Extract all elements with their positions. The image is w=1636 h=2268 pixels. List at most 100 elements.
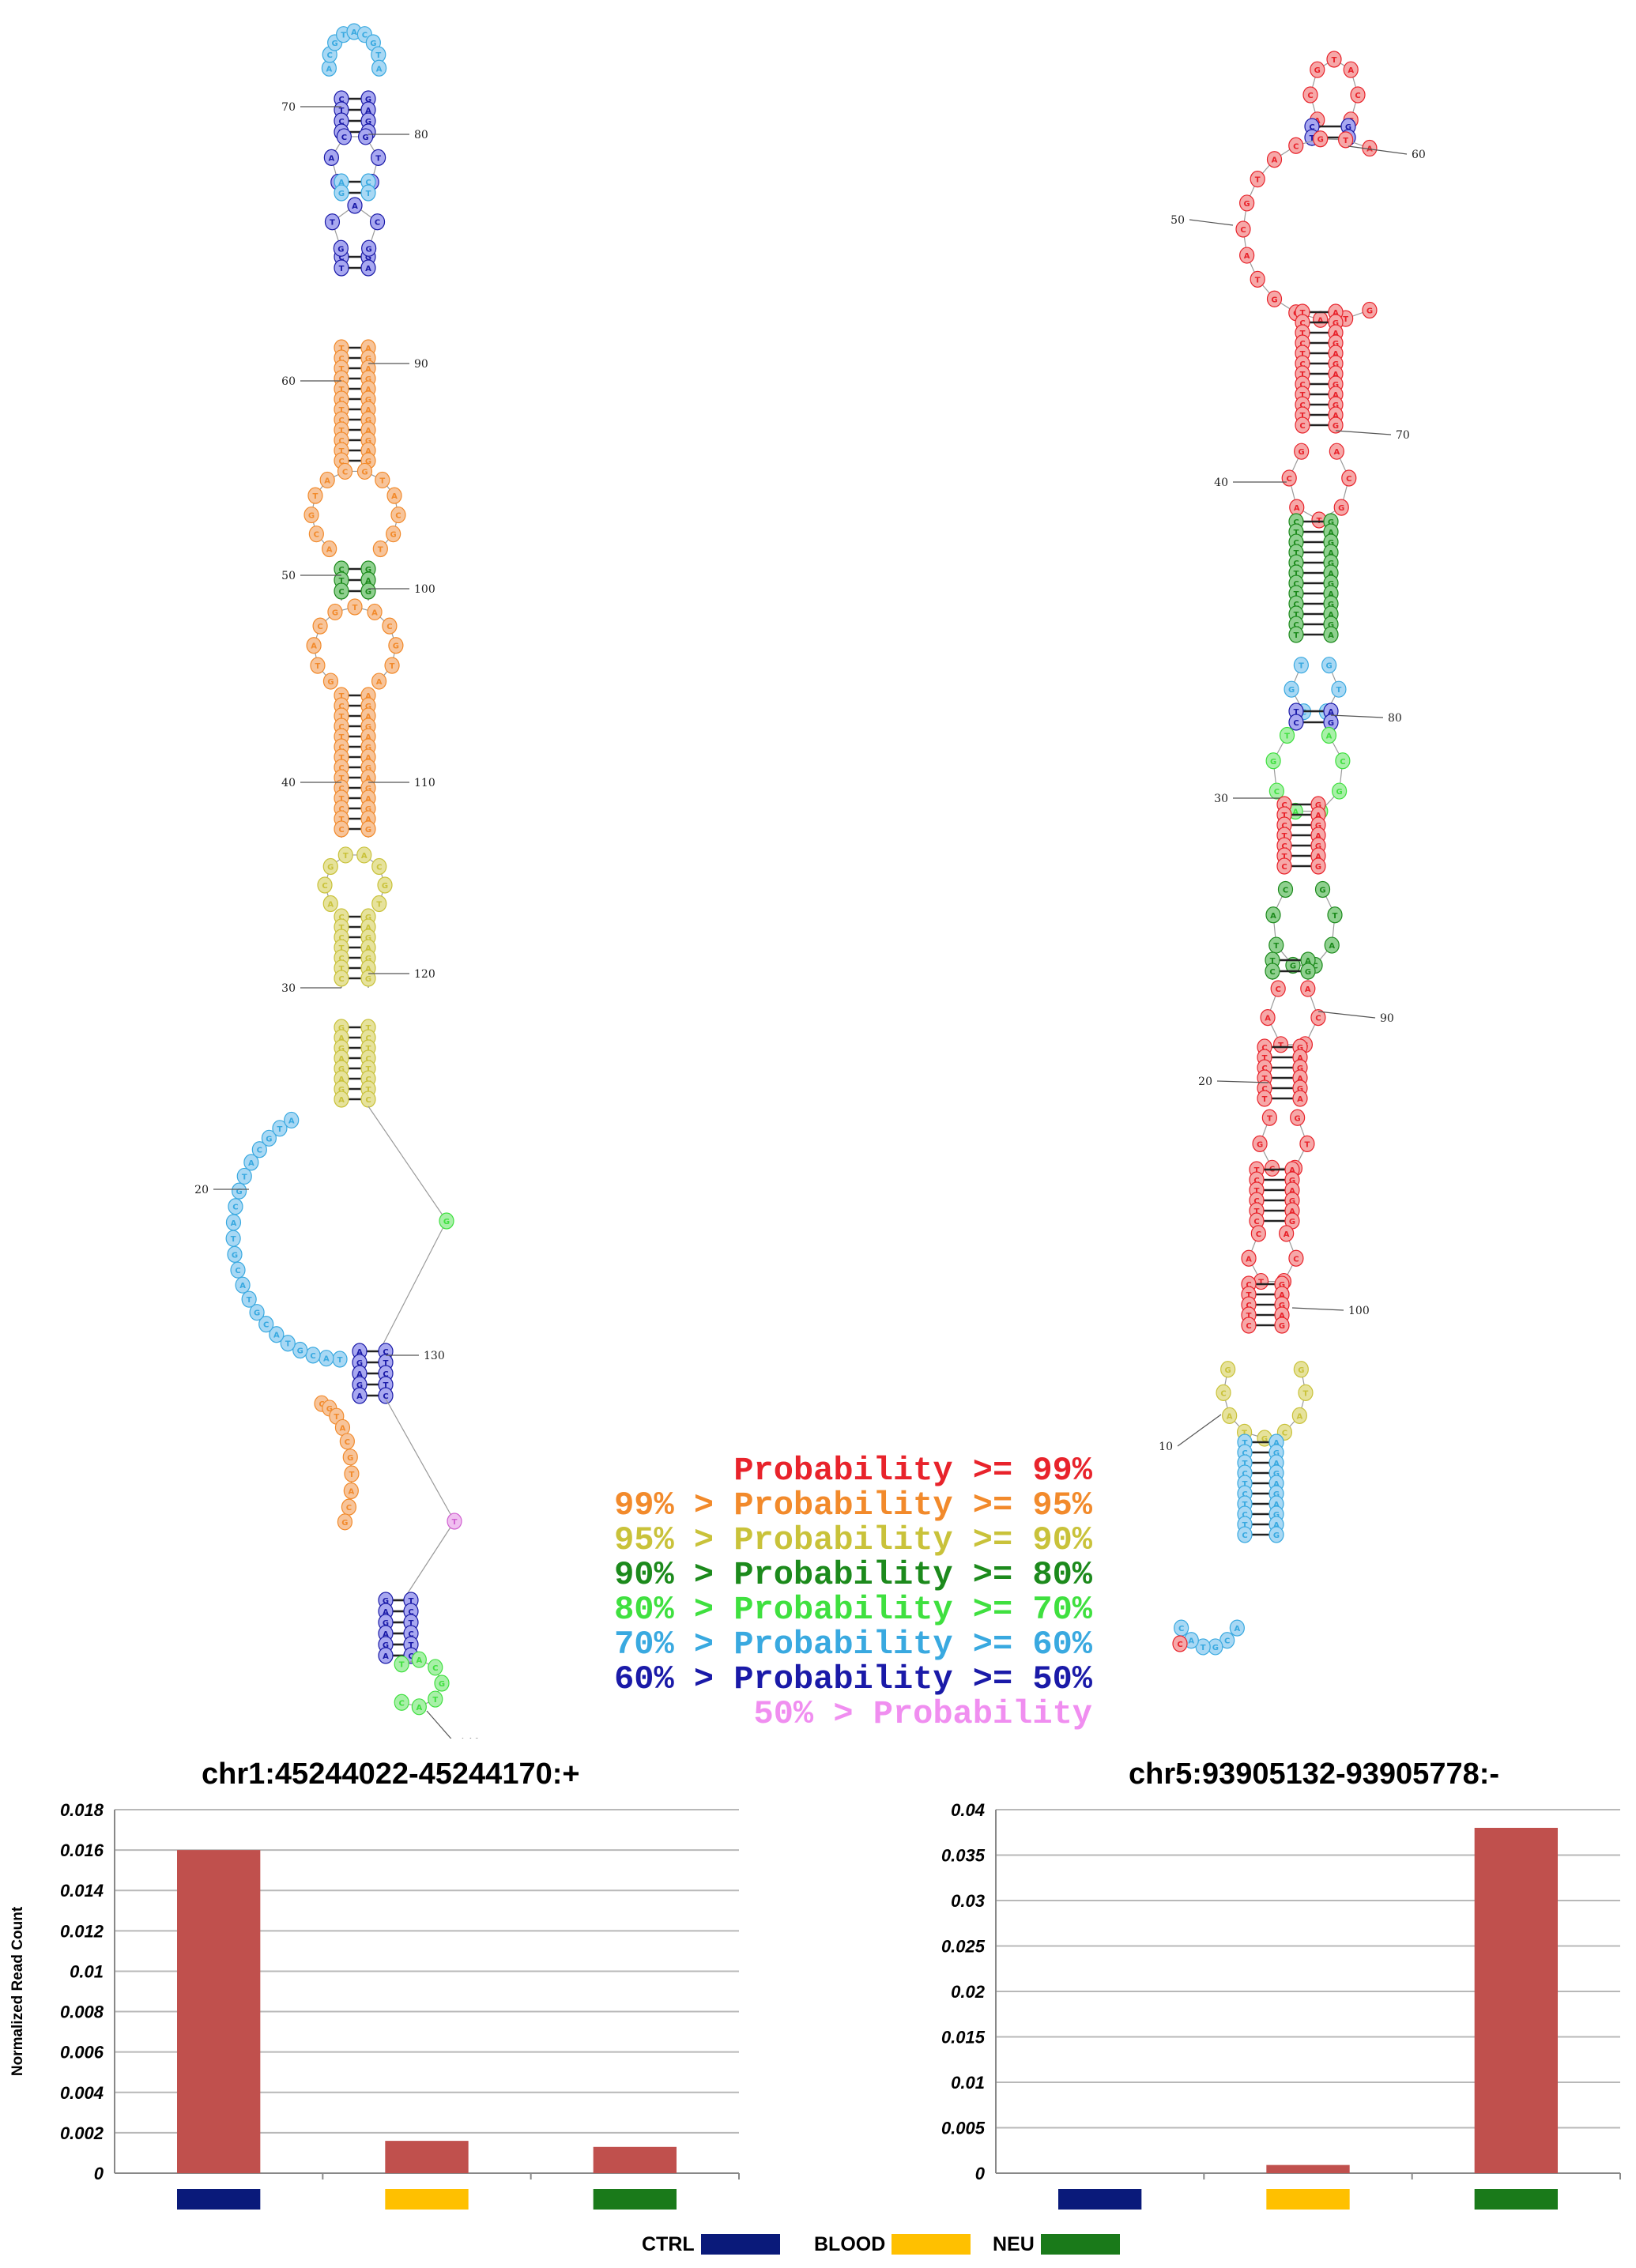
svg-text:T: T [1294,590,1299,599]
nucleotide: T [1298,1384,1314,1401]
svg-text:A: A [1273,1439,1280,1448]
svg-text:G: G [1315,863,1321,872]
svg-text:C: C [319,1400,324,1409]
svg-text:T: T [1300,371,1306,379]
svg-text:G: G [254,1309,260,1318]
svg-text:A: A [1328,708,1334,717]
svg-text:G: G [1333,401,1339,410]
svg-text:T: T [379,477,385,485]
svg-text:C: C [338,785,344,793]
nucleotide: T [371,46,386,63]
svg-text:T: T [1255,176,1261,185]
svg-text:G: G [1212,1644,1219,1652]
nucleotide: A [1321,726,1337,744]
nucleotide: A [269,1326,285,1343]
nucleotide: T [1250,270,1265,288]
svg-text:A: A [1328,611,1334,620]
nucleotide: C [334,820,349,838]
svg-text:T: T [366,1086,371,1094]
svg-text:G: G [1273,1470,1280,1479]
svg-text:T: T [1262,1075,1268,1083]
nucleotide: T [280,1335,296,1352]
nucleotide: G [1293,1361,1309,1378]
svg-text:C: C [1274,788,1280,797]
y-tick-label: 0.012 [60,1921,104,1941]
nucleotide: G [1300,963,1316,980]
svg-text:G: G [1338,504,1344,513]
svg-text:T: T [378,545,383,554]
svg-text:T: T [409,1597,414,1606]
svg-text:C: C [1293,539,1299,548]
svg-text:A: A [323,1355,330,1364]
svg-text:C: C [1287,475,1292,484]
svg-text:A: A [356,1348,363,1357]
nucleotide: C [394,1693,409,1711]
nucleotide: A [1323,626,1339,643]
nucleotide: T [1338,131,1354,149]
svg-text:T: T [1336,686,1342,695]
position-label: 90 [1380,1012,1394,1025]
nucleotide: A [225,1214,242,1231]
position-label: 50 [1170,214,1185,227]
svg-text:T: T [339,365,345,374]
svg-text:A: A [365,816,371,824]
svg-text:C: C [1246,1302,1251,1310]
svg-text:G: G [1289,1197,1295,1206]
svg-text:G: G [1279,1281,1285,1290]
svg-text:A: A [1297,1095,1303,1104]
nucleotide: A [284,1111,300,1129]
position-label: 40 [1214,477,1228,489]
nucleotide: T [1293,657,1309,674]
probability-legend-line: 80% > Probability >= 70% [614,1591,1092,1629]
svg-text:T: T [1262,1054,1268,1063]
svg-text:A: A [1227,1412,1233,1421]
svg-text:A: A [324,477,330,485]
svg-text:A: A [356,1370,363,1379]
svg-text:T: T [1242,1429,1247,1437]
svg-text:C: C [408,1630,413,1639]
nucleotide: G [249,1304,265,1321]
svg-text:T: T [366,1045,371,1053]
svg-text:A: A [1348,66,1354,75]
nucleotide: T [1327,906,1343,924]
nucleotide: G [322,857,338,876]
legend-label-neu: NEU [993,2232,1035,2255]
svg-text:C: C [1307,92,1313,100]
nucleotide: C [1216,1384,1231,1401]
svg-text:A: A [365,365,371,374]
svg-text:G: G [326,1405,333,1414]
nucleotide: A [334,1091,349,1108]
svg-text:A: A [1297,1075,1303,1083]
svg-text:G: G [1326,662,1333,671]
nucleotide: C [312,617,328,635]
svg-text:G: G [232,1251,238,1260]
svg-text:G: G [266,1135,272,1143]
svg-text:G: G [365,785,371,793]
svg-text:T: T [1343,315,1348,324]
svg-text:A: A [352,202,358,211]
nucleotide: C [1288,1249,1304,1267]
svg-text:G: G [390,531,397,540]
nucleotide: T [372,540,388,558]
position-label: 30 [1214,793,1228,805]
svg-text:T: T [376,901,382,910]
svg-text:G: G [1328,601,1334,609]
nucleotide: G [334,184,349,202]
legend-item-neu: NEU [993,2227,1120,2262]
svg-text:C: C [346,1504,352,1513]
svg-text:C: C [1299,422,1305,431]
svg-text:C: C [1281,822,1287,831]
svg-text:T: T [1255,276,1261,284]
nucleotide: A [334,1418,351,1437]
nucleotide: A [371,59,387,77]
svg-text:G: G [365,805,371,814]
svg-text:C: C [1246,1281,1251,1290]
svg-text:T: T [1294,708,1299,717]
svg-text:G: G [297,1347,303,1355]
nucleotide: A [1183,1632,1199,1649]
nucleotide: C [1302,86,1318,104]
svg-text:A: A [1328,631,1334,640]
nucleotide: G [1332,782,1348,800]
nucleotide: A [319,471,335,489]
y-tick-label: 0.035 [941,1846,986,1866]
